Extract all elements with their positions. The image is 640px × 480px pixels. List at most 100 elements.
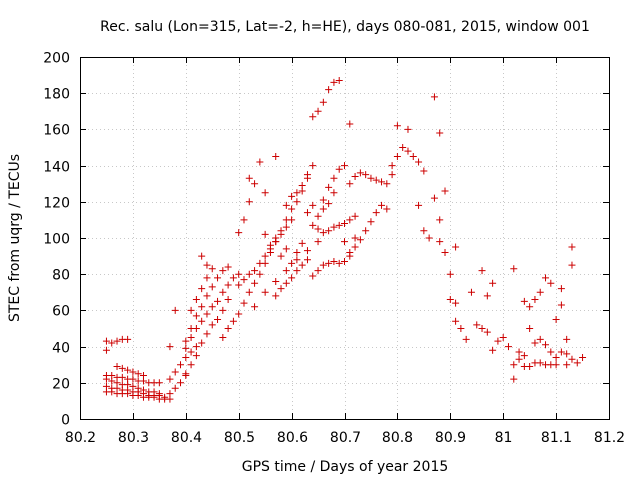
data-point (214, 315, 222, 323)
y-tick-label: 160 (43, 123, 70, 139)
data-point (303, 256, 311, 264)
data-point (150, 393, 158, 401)
data-point (314, 267, 322, 275)
data-point (335, 77, 343, 85)
data-point (282, 245, 290, 253)
data-point (314, 225, 322, 233)
data-point (393, 122, 401, 130)
data-point (198, 317, 206, 325)
data-point (277, 230, 285, 238)
data-point (108, 377, 116, 385)
data-point (335, 165, 343, 173)
data-point (415, 201, 423, 209)
data-point (346, 216, 354, 224)
data-point (198, 339, 206, 347)
data-point (219, 288, 227, 296)
y-tick-label: 80 (52, 268, 70, 284)
data-point (510, 375, 518, 383)
data-point (108, 388, 116, 396)
data-point (510, 265, 518, 273)
data-point (563, 361, 571, 369)
data-point (510, 361, 518, 369)
data-point (372, 176, 380, 184)
data-point (303, 247, 311, 255)
data-point (192, 296, 200, 304)
data-point (129, 375, 137, 383)
data-point (303, 171, 311, 179)
data-point (208, 303, 216, 311)
data-point (346, 180, 354, 188)
data-point (288, 205, 296, 213)
data-point (277, 252, 285, 260)
data-point (341, 220, 348, 228)
data-point (341, 258, 348, 266)
data-point (420, 167, 428, 175)
data-point (351, 212, 359, 220)
data-point (430, 93, 438, 101)
data-point (346, 248, 354, 256)
data-point (187, 361, 195, 369)
data-point (277, 285, 285, 293)
data-point (182, 344, 190, 352)
data-point (346, 120, 354, 128)
data-point (266, 241, 274, 249)
data-point (208, 321, 216, 329)
data-point (161, 393, 169, 401)
data-point (203, 274, 211, 282)
data-point (192, 352, 200, 360)
data-point (557, 348, 565, 356)
data-point (362, 171, 370, 179)
data-point (187, 334, 195, 342)
data-point (134, 370, 142, 378)
data-point (192, 312, 200, 320)
data-point (531, 296, 539, 304)
data-point (235, 310, 243, 318)
data-point (102, 337, 110, 345)
data-point (441, 187, 449, 195)
data-point (214, 297, 222, 305)
y-tick-label: 100 (43, 232, 70, 248)
data-point (155, 379, 163, 387)
data-point (298, 182, 306, 190)
data-point (536, 359, 544, 367)
y-axis-label: STEC from uqrg / TECUs (7, 154, 23, 322)
data-point (557, 301, 565, 309)
data-point (356, 236, 364, 244)
data-point (563, 335, 571, 343)
data-point (568, 355, 576, 363)
data-point (325, 227, 333, 235)
data-point (240, 276, 248, 284)
data-point (124, 335, 132, 343)
data-point (251, 303, 259, 311)
data-point (330, 189, 338, 197)
data-points (102, 77, 587, 403)
data-point (478, 267, 486, 275)
x-tick-label: 80.7 (330, 430, 361, 446)
data-point (102, 375, 110, 383)
data-point (309, 201, 317, 209)
data-point (251, 267, 259, 275)
data-point (272, 153, 280, 161)
data-point (171, 384, 179, 392)
data-point (203, 292, 211, 300)
data-point (383, 205, 391, 213)
data-point (224, 325, 232, 332)
data-point (483, 328, 491, 336)
data-point (198, 252, 206, 260)
data-point (536, 288, 544, 296)
data-point (124, 366, 132, 374)
x-tick-label: 80.5 (224, 430, 255, 446)
data-point (208, 265, 216, 273)
data-point (452, 243, 460, 251)
data-point (288, 216, 296, 224)
data-point (515, 348, 523, 356)
data-point (235, 270, 243, 278)
data-point (187, 306, 195, 314)
x-tick-label: 80.8 (382, 430, 413, 446)
data-point (473, 321, 481, 329)
x-tick-label: 80.3 (118, 430, 149, 446)
data-point (325, 200, 333, 208)
data-point (330, 78, 338, 86)
data-point (224, 296, 232, 304)
data-point (182, 370, 190, 378)
